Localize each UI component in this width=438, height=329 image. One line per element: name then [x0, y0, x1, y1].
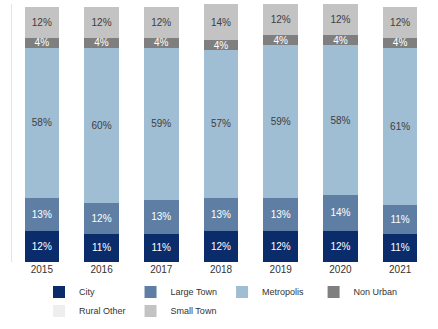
svg-text:4%: 4%: [333, 35, 348, 46]
svg-text:4%: 4%: [154, 37, 169, 48]
svg-text:12%: 12%: [151, 17, 171, 28]
svg-text:13%: 13%: [32, 209, 52, 220]
svg-text:14%: 14%: [211, 17, 231, 28]
svg-text:12%: 12%: [32, 17, 52, 28]
svg-text:4%: 4%: [273, 35, 288, 46]
svg-text:61%: 61%: [390, 121, 410, 132]
svg-text:Metropolis: Metropolis: [262, 287, 304, 297]
svg-text:Large Town: Large Town: [171, 287, 217, 297]
svg-text:2015: 2015: [31, 264, 54, 275]
svg-text:59%: 59%: [271, 116, 291, 127]
svg-text:4%: 4%: [393, 37, 408, 48]
svg-text:2019: 2019: [270, 264, 293, 275]
svg-text:12%: 12%: [271, 241, 291, 252]
svg-text:Rural Other: Rural Other: [79, 306, 126, 316]
svg-text:4%: 4%: [214, 40, 229, 51]
svg-text:11%: 11%: [92, 242, 111, 253]
svg-text:2020: 2020: [329, 264, 352, 275]
svg-text:60%: 60%: [92, 120, 112, 131]
svg-text:12%: 12%: [92, 17, 112, 28]
svg-text:4%: 4%: [35, 37, 50, 48]
svg-text:Non Urban: Non Urban: [354, 287, 398, 297]
svg-text:11%: 11%: [390, 242, 409, 253]
svg-text:11%: 11%: [152, 242, 171, 253]
svg-text:12%: 12%: [390, 17, 410, 28]
svg-text:13%: 13%: [151, 211, 171, 222]
svg-text:58%: 58%: [330, 115, 350, 126]
svg-text:14%: 14%: [330, 207, 350, 218]
svg-text:City: City: [79, 287, 95, 297]
svg-text:57%: 57%: [211, 118, 231, 129]
svg-text:12%: 12%: [330, 241, 350, 252]
svg-text:12%: 12%: [32, 241, 52, 252]
svg-text:2021: 2021: [389, 264, 412, 275]
svg-text:2016: 2016: [90, 264, 113, 275]
svg-text:11%: 11%: [390, 214, 409, 225]
svg-text:12%: 12%: [271, 14, 291, 25]
svg-text:59%: 59%: [151, 118, 171, 129]
svg-text:2017: 2017: [150, 264, 173, 275]
svg-text:4%: 4%: [94, 37, 109, 48]
svg-text:13%: 13%: [211, 209, 231, 220]
svg-text:12%: 12%: [92, 213, 112, 224]
svg-text:2018: 2018: [210, 264, 233, 275]
svg-text:12%: 12%: [330, 14, 350, 25]
svg-text:58%: 58%: [32, 117, 52, 128]
svg-text:13%: 13%: [271, 209, 291, 220]
svg-text:Small Town: Small Town: [171, 306, 217, 316]
svg-text:12%: 12%: [211, 241, 231, 252]
